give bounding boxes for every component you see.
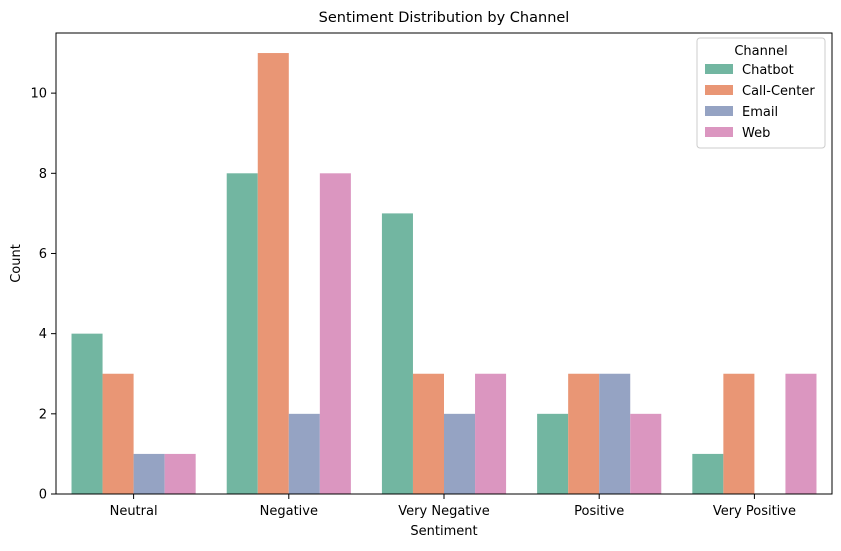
- legend: Channel Chatbot Call-Center Email Web: [696, 37, 826, 149]
- bar-email-very-negative: [444, 413, 476, 494]
- y-tick-label: 6: [39, 247, 47, 262]
- bar-call-center-positive: [568, 373, 600, 494]
- x-tick-label: Neutral: [110, 504, 158, 519]
- legend-label-chatbot: Chatbot: [742, 63, 794, 78]
- bar-call-center-very-negative: [412, 373, 444, 494]
- legend-label-call-center: Call-Center: [742, 84, 815, 99]
- legend-swatch-web: [705, 127, 733, 137]
- legend-swatch-call-center: [705, 85, 733, 95]
- y-axis: 0 2 4 6 8 10: [30, 87, 56, 503]
- bars-layer: [71, 53, 817, 495]
- x-axis: Neutral Negative Very Negative Positive Very…: [110, 494, 796, 519]
- chart-title: Sentiment Distribution by Channel: [319, 10, 570, 26]
- bar-email-positive: [599, 373, 631, 494]
- x-tick-label: Very Negative: [398, 504, 489, 519]
- bar-email-neutral: [133, 453, 165, 494]
- bar-chatbot-very-positive: [692, 453, 724, 494]
- legend-label-web: Web: [742, 126, 770, 141]
- bar-web-very-negative: [475, 373, 507, 494]
- bar-web-neutral: [164, 453, 196, 494]
- bar-call-center-very-positive: [723, 373, 755, 494]
- bar-web-very-positive: [785, 373, 817, 494]
- y-tick-label: 2: [39, 407, 47, 422]
- bar-chatbot-positive: [537, 413, 569, 494]
- legend-swatch-chatbot: [705, 64, 733, 74]
- y-tick-label: 0: [39, 488, 47, 503]
- bar-call-center-negative: [257, 53, 289, 494]
- legend-items: Chatbot Call-Center Email Web: [705, 63, 815, 141]
- bar-email-negative: [288, 413, 320, 494]
- legend-swatch-email: [705, 106, 733, 116]
- y-tick-label: 8: [39, 167, 47, 182]
- bar-chatbot-negative: [226, 173, 258, 495]
- y-tick-label: 10: [30, 87, 47, 102]
- x-tick-label: Positive: [574, 504, 624, 519]
- bar-web-positive: [630, 413, 662, 494]
- y-tick-label: 4: [39, 327, 47, 342]
- x-tick-label: Very Positive: [713, 504, 796, 519]
- x-tick-label: Negative: [260, 504, 318, 519]
- bar-chatbot-very-negative: [381, 213, 413, 494]
- legend-label-email: Email: [742, 105, 778, 120]
- x-axis-label: Sentiment: [410, 524, 477, 539]
- y-axis-label: Count: [9, 244, 24, 283]
- bar-chatbot-neutral: [71, 333, 103, 494]
- bar-web-negative: [319, 173, 351, 495]
- bar-call-center-neutral: [102, 373, 134, 494]
- legend-title: Channel: [734, 44, 787, 59]
